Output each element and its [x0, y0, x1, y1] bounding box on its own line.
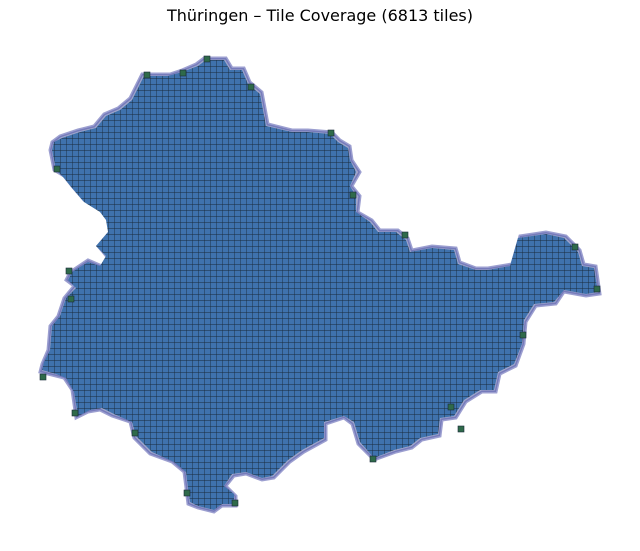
tile-coverage-area [42, 60, 598, 510]
map-title: Thüringen – Tile Coverage (6813 tiles) [166, 6, 473, 25]
edge-tiles [39, 55, 601, 507]
